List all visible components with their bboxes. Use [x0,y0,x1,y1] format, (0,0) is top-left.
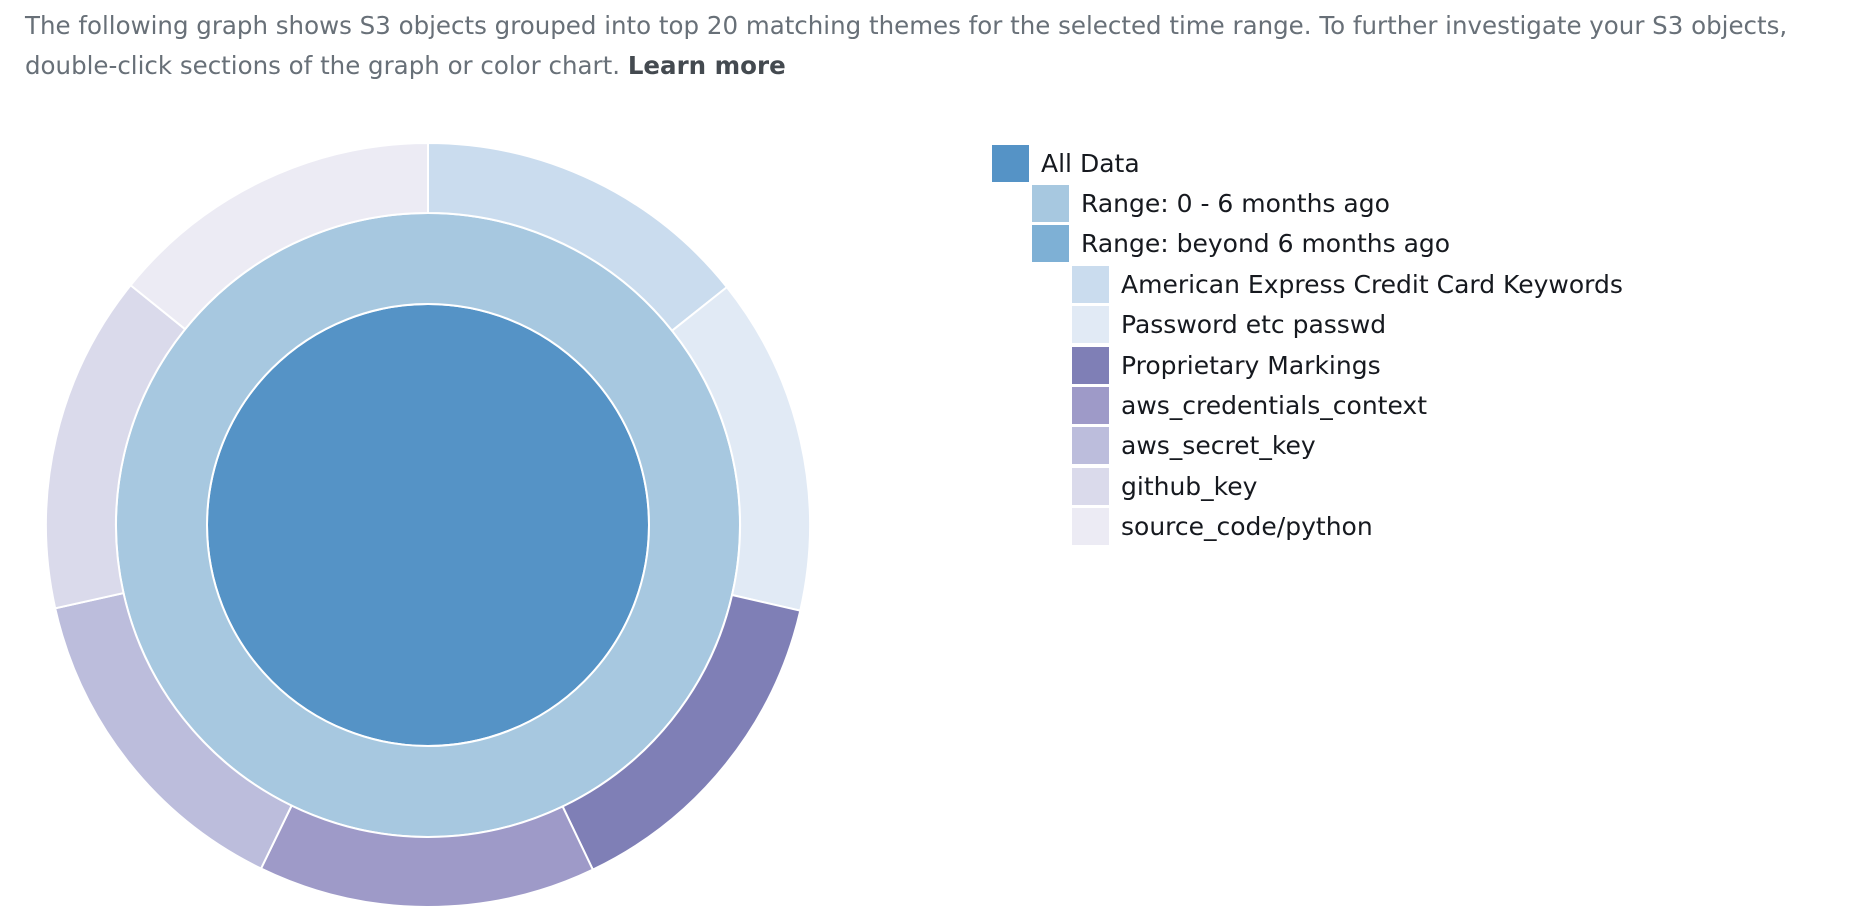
legend-label: Proprietary Markings [1121,350,1381,380]
legend-label: aws_secret_key [1121,431,1316,461]
legend-item-range-beyond-6-months-ago[interactable]: Range: beyond 6 months ago [1032,225,1450,263]
legend-swatch [1072,346,1109,384]
legend-swatch [1072,386,1109,424]
legend-label: All Data [1041,148,1140,178]
legend-label: aws_credentials_context [1121,390,1428,420]
legend-item-aws-secret-key[interactable]: aws_secret_key [1072,427,1316,465]
legend-swatch [1032,225,1069,263]
legend-swatch [1032,184,1069,222]
legend-label: American Express Credit Card Keywords [1121,269,1623,299]
legend-label: source_code/python [1121,512,1373,542]
legend-label: Password etc passwd [1121,310,1387,340]
legend-swatch [1072,508,1109,546]
legend-item-aws-credentials-context[interactable]: aws_credentials_context [1072,386,1427,424]
legend-label: github_key [1121,471,1258,501]
chart-description: The following graph shows S3 objects gro… [25,6,1825,86]
legend-item-source-code-python[interactable]: source_code/python [1072,508,1373,546]
legend-swatch [1072,265,1109,303]
legend-swatch [992,144,1029,182]
legend-label: Range: beyond 6 months ago [1081,229,1451,259]
learn-more-link[interactable]: Learn more [627,51,786,80]
legend-swatch [1072,467,1109,505]
sunburst-segment-source-code-python[interactable]: source_code/python [129,141,429,331]
legend-item-all-data[interactable]: All Data [992,144,1140,182]
legend-item-github-key[interactable]: github_key [1072,467,1257,505]
sunburst-segment-all-data[interactable]: All Data [206,303,650,747]
legend-label: Range: 0 - 6 months ago [1081,188,1390,218]
description-text: The following graph shows S3 objects gro… [25,11,1788,80]
legend-swatch [1072,427,1109,465]
legend-swatch [1072,306,1109,344]
legend-item-password-etc-passwd[interactable]: Password etc passwd [1072,306,1386,344]
legend-item-proprietary-markings[interactable]: Proprietary Markings [1072,346,1381,384]
legend-item-range-0-6-months-ago[interactable]: Range: 0 - 6 months ago [1032,184,1390,222]
legend-item-american-express-credit-card-keywords[interactable]: American Express Credit Card Keywords [1072,265,1623,303]
